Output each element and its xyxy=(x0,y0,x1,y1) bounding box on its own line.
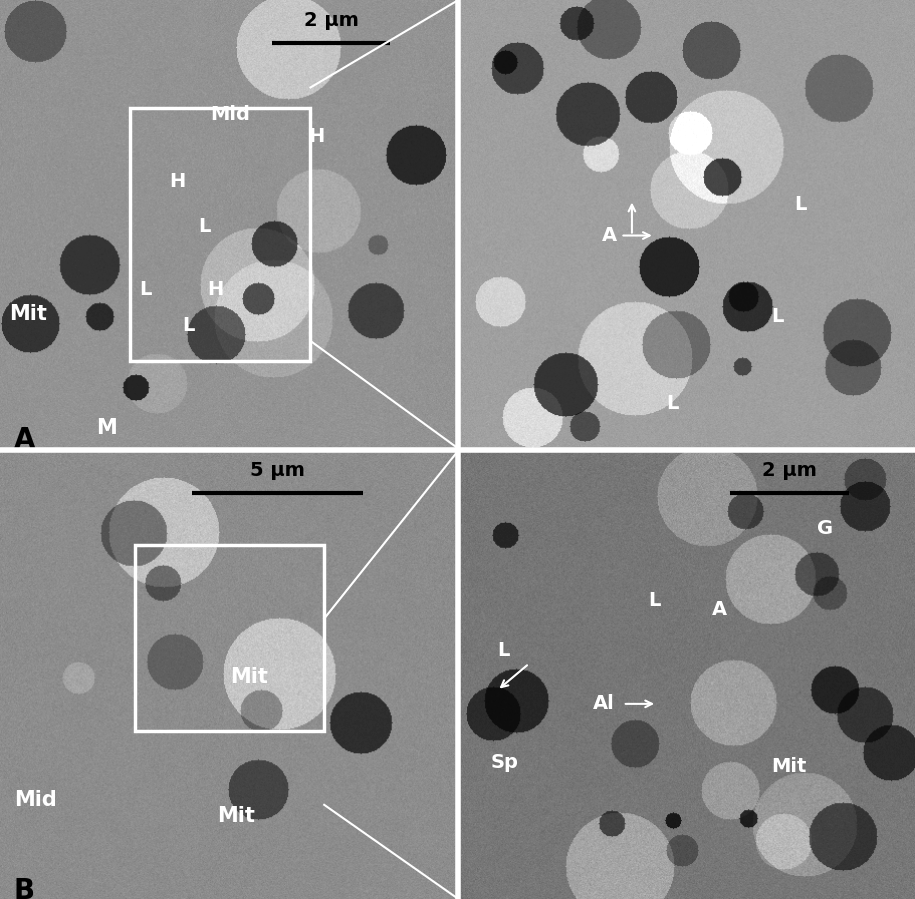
Text: L: L xyxy=(794,194,806,214)
Text: L: L xyxy=(497,640,510,660)
Text: L: L xyxy=(666,395,679,414)
Text: G: G xyxy=(817,520,833,539)
Text: L: L xyxy=(771,307,783,325)
Text: L: L xyxy=(183,316,195,334)
Text: Mit: Mit xyxy=(771,757,806,776)
Text: Al: Al xyxy=(593,694,615,714)
Text: Mid: Mid xyxy=(210,105,250,124)
Text: L: L xyxy=(139,280,152,298)
Text: Mit: Mit xyxy=(231,667,268,687)
Text: L: L xyxy=(648,592,661,610)
Text: 5 μm: 5 μm xyxy=(250,461,305,480)
Text: H: H xyxy=(308,128,325,147)
Text: Sp: Sp xyxy=(490,752,518,771)
Bar xyxy=(135,545,324,731)
Text: L: L xyxy=(199,217,211,236)
Text: 2 μm: 2 μm xyxy=(762,461,817,480)
Text: M: M xyxy=(96,418,116,439)
Text: A: A xyxy=(712,601,727,619)
Text: H: H xyxy=(169,173,185,191)
Text: A: A xyxy=(14,426,35,454)
Text: Mit: Mit xyxy=(9,304,47,324)
Text: Mid: Mid xyxy=(14,790,57,810)
Text: B: B xyxy=(14,877,35,899)
Text: 2 μm: 2 μm xyxy=(304,11,359,30)
Bar xyxy=(130,108,310,361)
Text: Mit: Mit xyxy=(217,806,254,826)
Text: A: A xyxy=(602,226,618,245)
Text: H: H xyxy=(208,280,224,298)
